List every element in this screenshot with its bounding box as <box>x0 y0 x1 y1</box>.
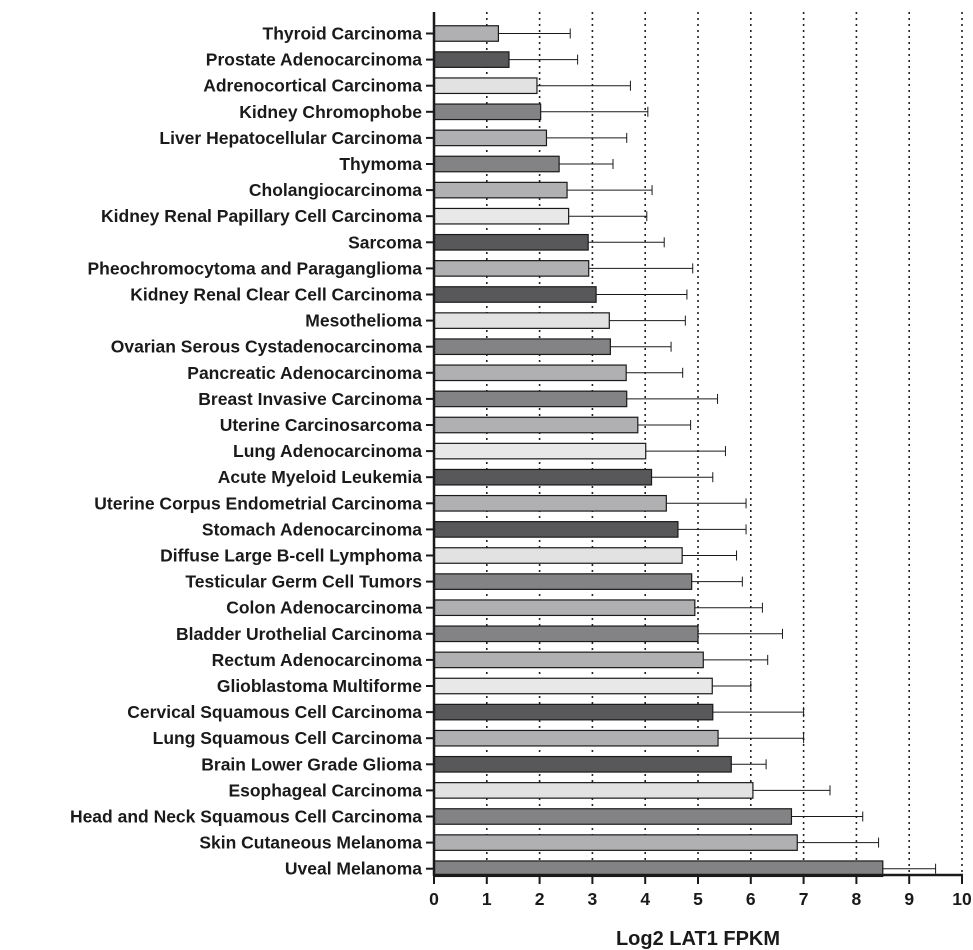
category-label-uterine-carcinosarcoma: Uterine Carcinosarcoma <box>220 415 423 435</box>
bar-pheochromocytoma-and-paraganglioma <box>433 260 590 277</box>
category-label-stomach-adenocarcinoma: Stomach Adenocarcinoma <box>202 519 422 539</box>
bar-head-and-neck-squamous-cell-carcinoma <box>433 808 793 825</box>
category-label-skin-cutaneous-melanoma: Skin Cutaneous Melanoma <box>199 833 422 853</box>
category-label-uterine-corpus-endometrial-carcinoma: Uterine Corpus Endometrial Carcinoma <box>94 493 422 513</box>
axes: 0 1 2 3 4 5 6 7 8 9 10 <box>426 12 972 909</box>
x-tick-label-10: 10 <box>952 889 972 909</box>
category-label-colon-adenocarcinoma: Colon Adenocarcinoma <box>226 598 422 618</box>
category-labels: Thyroid Carcinoma Prostate Adenocarcinoma… <box>70 24 422 879</box>
category-label-breast-invasive-carcinoma: Breast Invasive Carcinoma <box>198 389 422 409</box>
x-tick-label-6: 6 <box>746 889 756 909</box>
bar-prostate-adenocarcinoma <box>433 51 510 68</box>
bar-mesothelioma <box>433 312 610 329</box>
category-label-kidney-renal-papillary-cell-carcinoma: Kidney Renal Papillary Cell Carcinoma <box>101 206 422 226</box>
bar-ovarian-serous-cystadenocarcinoma <box>433 338 611 356</box>
category-label-mesothelioma: Mesothelioma <box>305 311 422 331</box>
bar-adrenocortical-carcinoma <box>433 77 538 95</box>
bar-uterine-carcinosarcoma <box>433 416 639 434</box>
bar-lung-adenocarcinoma <box>433 442 647 460</box>
category-label-testicular-germ-cell-tumors: Testicular Germ Cell Tumors <box>185 572 422 592</box>
category-label-rectum-adenocarcinoma: Rectum Adenocarcinoma <box>212 650 423 670</box>
bar-kidney-renal-papillary-cell-carcinoma <box>433 207 570 225</box>
bar-rectum-adenocarcinoma <box>433 651 704 669</box>
category-label-head-and-neck-squamous-cell-carcinoma: Head and Neck Squamous Cell Carcinoma <box>70 807 422 827</box>
category-label-adrenocortical-carcinoma: Adrenocortical Carcinoma <box>203 76 422 96</box>
bar-sarcoma <box>433 233 589 251</box>
bar-thyroid-carcinoma <box>433 25 500 42</box>
bar-stomach-adenocarcinoma <box>433 521 679 538</box>
x-tick-label-7: 7 <box>799 889 809 909</box>
x-tick-label-4: 4 <box>640 889 650 909</box>
category-label-kidney-renal-clear-cell-carcinoma: Kidney Renal Clear Cell Carcinoma <box>130 285 422 305</box>
category-label-thyroid-carcinoma: Thyroid Carcinoma <box>263 24 423 44</box>
category-label-liver-hepatocellular-carcinoma: Liver Hepatocellular Carcinoma <box>159 128 422 148</box>
bar-thymoma <box>433 155 560 173</box>
bar-lung-squamous-cell-carcinoma <box>433 729 719 747</box>
category-label-uveal-melanoma: Uveal Melanoma <box>285 859 422 879</box>
x-tick-label-5: 5 <box>693 889 703 909</box>
bar-pancreatic-adenocarcinoma <box>433 364 627 382</box>
x-tick-label-2: 2 <box>535 889 545 909</box>
category-label-brain-lower-grade-glioma: Brain Lower Grade Glioma <box>201 754 422 774</box>
bar-cholangiocarcinoma <box>433 181 568 199</box>
x-axis-title: Log2 LAT1 FPKM <box>616 928 780 950</box>
bar-bladder-urothelial-carcinoma <box>433 625 699 643</box>
category-label-kidney-chromophobe: Kidney Chromophobe <box>239 102 422 122</box>
error-bars <box>498 28 937 874</box>
bar-acute-myeloid-leukemia <box>433 468 653 486</box>
bar-kidney-chromophobe <box>433 103 542 121</box>
bar-esophageal-carcinoma <box>433 782 754 799</box>
bar-liver-hepatocellular-carcinoma <box>433 129 548 147</box>
bar-skin-cutaneous-melanoma <box>433 834 798 851</box>
x-tick-label-0: 0 <box>429 889 439 909</box>
bar-cervical-squamous-cell-carcinoma <box>433 703 714 721</box>
x-tick-label-1: 1 <box>482 889 492 909</box>
category-label-esophageal-carcinoma: Esophageal Carcinoma <box>228 780 422 800</box>
category-label-sarcoma: Sarcoma <box>348 232 422 252</box>
category-label-pancreatic-adenocarcinoma: Pancreatic Adenocarcinoma <box>187 363 422 383</box>
bar-colon-adenocarcinoma <box>433 599 696 617</box>
bar-testicular-germ-cell-tumors <box>433 573 693 590</box>
bar-kidney-renal-clear-cell-carcinoma <box>433 286 597 303</box>
category-label-acute-myeloid-leukemia: Acute Myeloid Leukemia <box>218 467 422 487</box>
x-tick-label-8: 8 <box>852 889 862 909</box>
bar-diffuse-large-b-cell-lymphoma <box>433 547 683 564</box>
category-label-cholangiocarcinoma: Cholangiocarcinoma <box>249 180 422 200</box>
x-tick-label-9: 9 <box>904 889 914 909</box>
category-label-lung-adenocarcinoma: Lung Adenocarcinoma <box>233 441 422 461</box>
bar-uterine-corpus-endometrial-carcinoma <box>433 494 667 512</box>
category-label-bladder-urothelial-carcinoma: Bladder Urothelial Carcinoma <box>176 624 422 644</box>
category-label-diffuse-large-b-cell-lymphoma: Diffuse Large B-cell Lymphoma <box>160 546 422 566</box>
bar-brain-lower-grade-glioma <box>433 755 732 773</box>
bar-glioblastoma-multiforme <box>433 677 713 695</box>
category-label-lung-squamous-cell-carcinoma: Lung Squamous Cell Carcinoma <box>153 728 423 748</box>
category-label-cervical-squamous-cell-carcinoma: Cervical Squamous Cell Carcinoma <box>127 702 422 722</box>
bar-breast-invasive-carcinoma <box>433 390 628 408</box>
category-label-thymoma: Thymoma <box>339 154 422 174</box>
x-tick-label-3: 3 <box>588 889 598 909</box>
category-label-glioblastoma-multiforme: Glioblastoma Multiforme <box>217 676 422 696</box>
category-label-prostate-adenocarcinoma: Prostate Adenocarcinoma <box>206 50 422 70</box>
category-label-ovarian-serous-cystadenocarcinoma: Ovarian Serous Cystadenocarcinoma <box>111 337 422 357</box>
category-label-pheochromocytoma-and-paraganglioma: Pheochromocytoma and Paraganglioma <box>87 258 422 278</box>
